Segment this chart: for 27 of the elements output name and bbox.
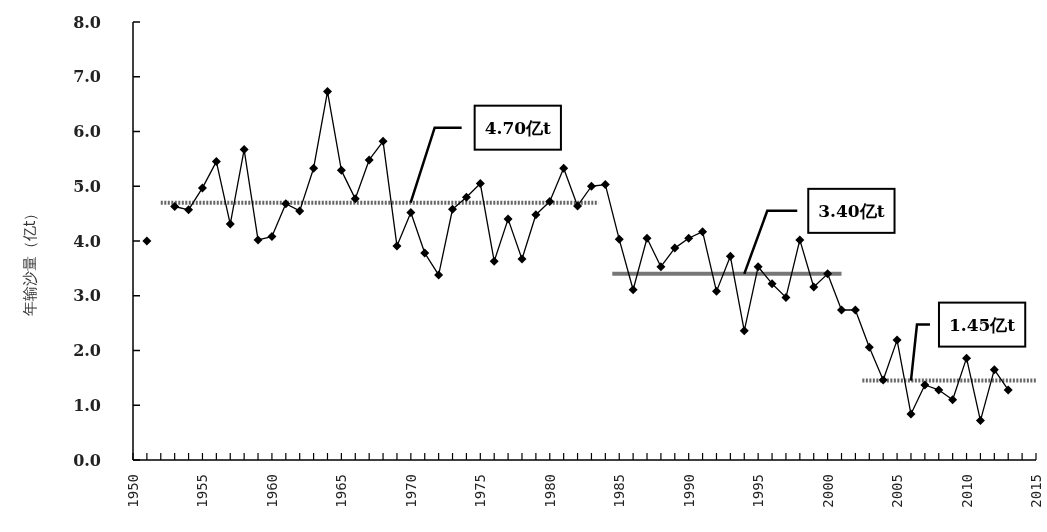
x-tick-label: 1965 (333, 474, 350, 508)
y-tick-label: 4.0 (73, 231, 101, 251)
x-tick-label: 2005 (889, 474, 906, 508)
annotation: 4.70亿t (484, 117, 552, 138)
x-tick-label: 1990 (680, 474, 697, 508)
x-tick-label: 1950 (125, 474, 141, 508)
y-tick-label: 0.0 (73, 450, 101, 470)
y-tick-label: 3.0 (73, 286, 101, 306)
y-tick-label: 7.0 (73, 67, 101, 87)
x-tick-label: 2000 (819, 474, 836, 508)
x-tick-label: 1980 (541, 474, 558, 508)
x-tick-label: 1970 (402, 474, 419, 508)
x-tick-label: 1960 (263, 474, 280, 508)
y-tick-label: 1.0 (73, 395, 101, 415)
x-tick-label: 1995 (750, 474, 767, 508)
x-tick-label: 2015 (1028, 474, 1044, 508)
y-tick-label: 8.0 (73, 12, 101, 32)
x-tick-label: 1955 (194, 474, 211, 508)
annotation: 1.45亿t (948, 314, 1016, 335)
y-tick-label: 6.0 (73, 122, 101, 141)
y-tick-label: 5.0 (73, 176, 101, 196)
y-tick-label: 2.0 (73, 341, 101, 360)
x-tick-label: 1975 (472, 474, 489, 508)
y-axis-title: 年输沙量（亿t） (21, 205, 39, 317)
annotation: 3.40亿t (818, 200, 885, 221)
x-tick-label: 1985 (611, 474, 628, 508)
x-tick-label: 2010 (958, 474, 975, 508)
